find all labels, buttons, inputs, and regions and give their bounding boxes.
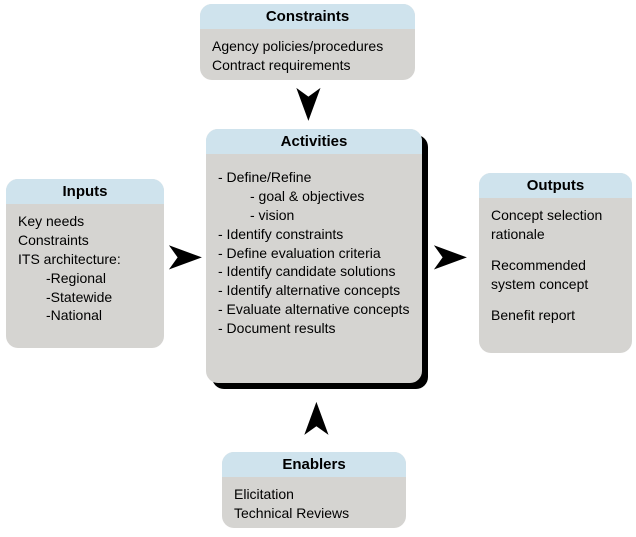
constraints-box: Constraints Agency policies/procedures C… [200, 4, 415, 80]
enablers-title: Enablers [282, 456, 345, 473]
constraints-item: Agency policies/procedures [212, 37, 403, 56]
constraints-item: Contract requirements [212, 56, 403, 75]
outputs-title: Outputs [527, 177, 585, 194]
activities-line: - Evaluate alternative concepts [218, 300, 410, 319]
activities-line: - Define/Refine [218, 168, 410, 187]
inputs-line: -Statewide [18, 288, 152, 307]
activities-line: - Identify candidate solutions [218, 262, 410, 281]
arrow-right-icon [168, 240, 203, 275]
outputs-body: Concept selection rationale Recommended … [479, 198, 632, 332]
inputs-line: -National [18, 306, 152, 325]
outputs-paragraph: Concept selection rationale [491, 206, 620, 244]
activities-line: - Define evaluation criteria [218, 244, 410, 263]
activities-line: - Identify alternative concepts [218, 281, 410, 300]
activities-line: - Document results [218, 319, 410, 338]
activities-header: Activities [206, 129, 422, 154]
arrow-down-icon [291, 87, 326, 122]
inputs-title: Inputs [63, 183, 108, 200]
enablers-box: Enablers Elicitation Technical Reviews [222, 452, 406, 528]
activities-line: - Identify constraints [218, 225, 410, 244]
inputs-box: Inputs Key needs Constraints ITS archite… [6, 179, 164, 348]
constraints-body: Agency policies/procedures Contract requ… [200, 29, 415, 80]
activities-line: - vision [218, 206, 410, 225]
inputs-line: Constraints [18, 231, 152, 250]
enablers-header: Enablers [222, 452, 406, 477]
outputs-header: Outputs [479, 173, 632, 198]
outputs-paragraph: Benefit report [491, 306, 620, 325]
inputs-line: -Regional [18, 269, 152, 288]
enablers-item: Technical Reviews [234, 504, 394, 523]
outputs-paragraph: Recommended system concept [491, 256, 620, 294]
constraints-header: Constraints [200, 4, 415, 29]
inputs-line: ITS architecture: [18, 250, 152, 269]
outputs-box: Outputs Concept selection rationale Reco… [479, 173, 632, 353]
enablers-item: Elicitation [234, 485, 394, 504]
activities-box: Activities - Define/Refine - goal & obje… [206, 129, 422, 383]
activities-title: Activities [281, 133, 348, 150]
constraints-title: Constraints [266, 8, 349, 25]
arrow-right-icon [433, 240, 468, 275]
inputs-body: Key needs Constraints ITS architecture: … [6, 204, 164, 333]
activities-body: - Define/Refine - goal & objectives - vi… [206, 154, 422, 346]
activities-line: - goal & objectives [218, 187, 410, 206]
inputs-header: Inputs [6, 179, 164, 204]
arrow-up-icon [299, 401, 334, 436]
enablers-body: Elicitation Technical Reviews [222, 477, 406, 528]
inputs-line: Key needs [18, 212, 152, 231]
